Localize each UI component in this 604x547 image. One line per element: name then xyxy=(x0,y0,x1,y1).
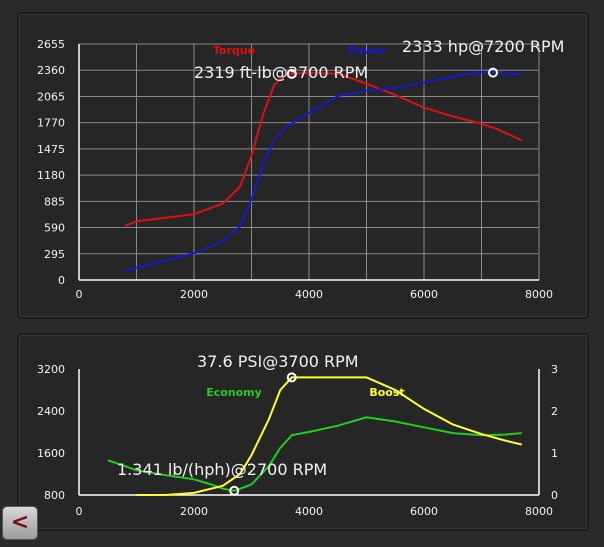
peak-marker-torque xyxy=(286,68,297,79)
peak-marker-power xyxy=(488,67,498,78)
y-tick-label: 2360 xyxy=(37,64,65,77)
y-tick-label: 295 xyxy=(44,248,65,261)
x-tick-label: 6000 xyxy=(410,288,438,301)
y-tick-label: 1475 xyxy=(37,143,65,156)
y-tick-label-left: 3200 xyxy=(37,363,65,376)
back-button-label: < xyxy=(10,510,30,535)
legend-economy: Economy xyxy=(206,386,262,399)
x-tick-label: 4000 xyxy=(295,288,323,301)
y-tick-label-left: 800 xyxy=(44,489,65,502)
economy-boost-chart-panel: 0 2000 4000 6000 8000 800 1600 2400 3200 0 1 2 3 Econ… xyxy=(17,333,589,531)
y-tick-label: 590 xyxy=(44,222,65,235)
torque-power-chart: 0 2000 4000 6000 8000 0 295 590 885 1180 1475 1770 2… xyxy=(37,37,564,301)
y-tick-label: 1180 xyxy=(37,169,65,182)
x-tick-label: 2000 xyxy=(180,505,208,518)
series-line-boost xyxy=(136,376,523,496)
y-tick-label: 885 xyxy=(44,195,65,208)
series-line-torque xyxy=(124,71,523,227)
economy-boost-chart: 0 2000 4000 6000 8000 800 1600 2400 3200 0 1 2 3 Econ… xyxy=(37,352,558,518)
x-tick-label: 4000 xyxy=(295,505,323,518)
x-tick-label: 2000 xyxy=(180,288,208,301)
x-tick-label: 8000 xyxy=(525,288,553,301)
y-tick-label-right: 3 xyxy=(551,363,558,376)
series-line-economy xyxy=(107,416,522,492)
y-tick-label: 1770 xyxy=(37,117,65,130)
y-tick-label-left: 2400 xyxy=(37,405,65,418)
back-button[interactable]: < xyxy=(2,506,38,540)
peak-marker-boost xyxy=(286,372,297,383)
legend-boost: Boost xyxy=(369,386,404,399)
peak-annotation-torque: 2319 ft-lb@3700 RPM xyxy=(194,63,368,82)
x-tick-label: 6000 xyxy=(410,505,438,518)
y-tick-label: 0 xyxy=(58,274,65,287)
torque-power-chart-panel: 0 2000 4000 6000 8000 0 295 590 885 1180 1475 1770 2… xyxy=(17,12,589,319)
y-tick-label-right: 1 xyxy=(551,447,558,460)
x-tick-label: 0 xyxy=(76,505,83,518)
x-tick-label: 0 xyxy=(76,288,83,301)
series-line-power xyxy=(124,70,522,273)
peak-annotation-boost: 37.6 PSI@3700 RPM xyxy=(197,352,359,371)
y-tick-label-right: 2 xyxy=(551,405,558,418)
y-tick-label-left: 1600 xyxy=(37,447,65,460)
peak-annotation-power: 2333 hp@7200 RPM xyxy=(402,37,564,56)
y-tick-label: 2065 xyxy=(37,90,65,103)
legend-power: Power xyxy=(348,44,387,57)
y-tick-label-right: 0 xyxy=(551,489,558,502)
peak-annotation-economy: 1.341 lb/(hph)@2700 RPM xyxy=(117,460,327,479)
legend-torque: Torque xyxy=(213,44,255,57)
x-tick-label: 8000 xyxy=(525,505,553,518)
y-tick-label: 2655 xyxy=(37,38,65,51)
peak-marker-economy xyxy=(229,485,240,496)
